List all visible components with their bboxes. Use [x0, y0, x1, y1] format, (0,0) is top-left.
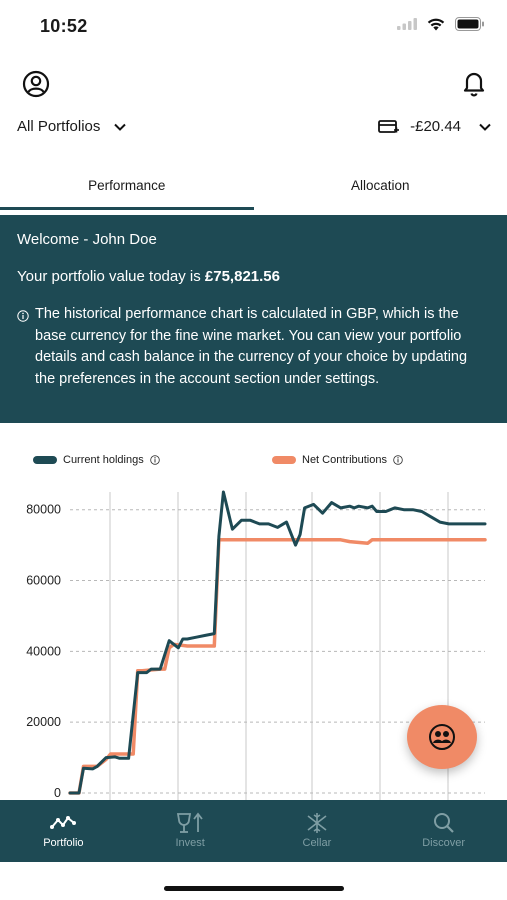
bottom-nav: Portfolio Invest Cellar Discover — [0, 800, 507, 862]
nav-label-discover: Discover — [422, 837, 466, 849]
legend-current-holdings: Current holdings — [33, 454, 160, 466]
status-bar: 10:52 — [0, 0, 507, 56]
info-icon-wrap — [17, 304, 31, 390]
signal-icon — [397, 18, 417, 30]
chevron-down-icon — [114, 123, 127, 131]
glass-arrow-icon — [177, 812, 203, 833]
legend-label-net: Net Contributions — [302, 454, 387, 466]
status-icons — [397, 17, 485, 31]
legend-net-contributions: Net Contributions — [272, 454, 403, 466]
snowflake-icon — [307, 813, 327, 833]
chart-legend: Current holdings Net Contributions — [0, 454, 507, 472]
portfolio-value-line: Your portfolio value today is £75,821.56 — [17, 268, 490, 285]
nav-label-portfolio: Portfolio — [43, 837, 84, 849]
profile-icon[interactable] — [22, 70, 50, 98]
y-tick-label: 0 — [54, 786, 61, 800]
portfolio-value-amount: £75,821.56 — [204, 268, 280, 285]
chevron-down-icon — [479, 123, 491, 131]
nav-item-discover[interactable]: Discover — [380, 800, 507, 862]
nav-item-cellar[interactable]: Cellar — [254, 800, 381, 862]
portfolio-select-label: All Portfolios — [17, 118, 101, 135]
home-indicator — [164, 886, 344, 891]
info-icon[interactable] — [149, 455, 160, 465]
nav-label-cellar: Cellar — [302, 837, 332, 849]
welcome-text: Welcome - John Doe — [17, 231, 157, 248]
legend-swatch-current — [33, 456, 57, 464]
y-tick-label: 20000 — [26, 715, 61, 729]
portfolio-select[interactable]: All Portfolios — [17, 118, 127, 135]
legend-swatch-net — [272, 456, 296, 464]
portfolio-value-prefix: Your portfolio value today is — [17, 268, 205, 285]
nav-item-invest[interactable]: Invest — [127, 800, 254, 862]
y-tick-label: 80000 — [26, 503, 61, 517]
filter-row: All Portfolios -£20.44 — [0, 110, 507, 146]
performance-chart: 80000 60000 40000 20000 0 — [0, 480, 507, 800]
people-icon — [429, 724, 455, 750]
chart-line-icon — [50, 816, 77, 829]
cash-balance-select[interactable]: -£20.44 — [378, 118, 491, 135]
bell-icon[interactable] — [461, 70, 487, 98]
info-icon[interactable] — [393, 455, 403, 465]
wallet-icon — [378, 119, 400, 133]
cash-balance-value: -£20.44 — [410, 118, 461, 135]
tab-allocation[interactable]: Allocation — [350, 178, 410, 193]
status-time: 10:52 — [40, 16, 88, 36]
tabs: Performance Allocation — [0, 168, 507, 212]
nav-label-invest: Invest — [175, 837, 205, 849]
info-block: The historical performance chart is calc… — [17, 304, 490, 390]
tab-performance[interactable]: Performance — [0, 168, 254, 212]
community-fab-button[interactable] — [407, 705, 477, 769]
search-icon — [433, 813, 454, 833]
y-tick-label: 60000 — [26, 574, 61, 588]
legend-label-current: Current holdings — [63, 454, 144, 466]
wifi-icon — [427, 18, 445, 30]
y-tick-label: 40000 — [26, 644, 61, 658]
info-icon — [17, 310, 29, 322]
welcome-banner: Welcome - John Doe Your portfolio value … — [0, 215, 507, 423]
series-line-current-holdings — [68, 490, 487, 795]
battery-icon — [455, 17, 484, 31]
performance-chart-svg: 80000 60000 40000 20000 0 — [26, 490, 487, 800]
info-text: The historical performance chart is calc… — [35, 306, 468, 387]
nav-item-portfolio[interactable]: Portfolio — [0, 800, 127, 862]
top-row — [0, 66, 507, 102]
